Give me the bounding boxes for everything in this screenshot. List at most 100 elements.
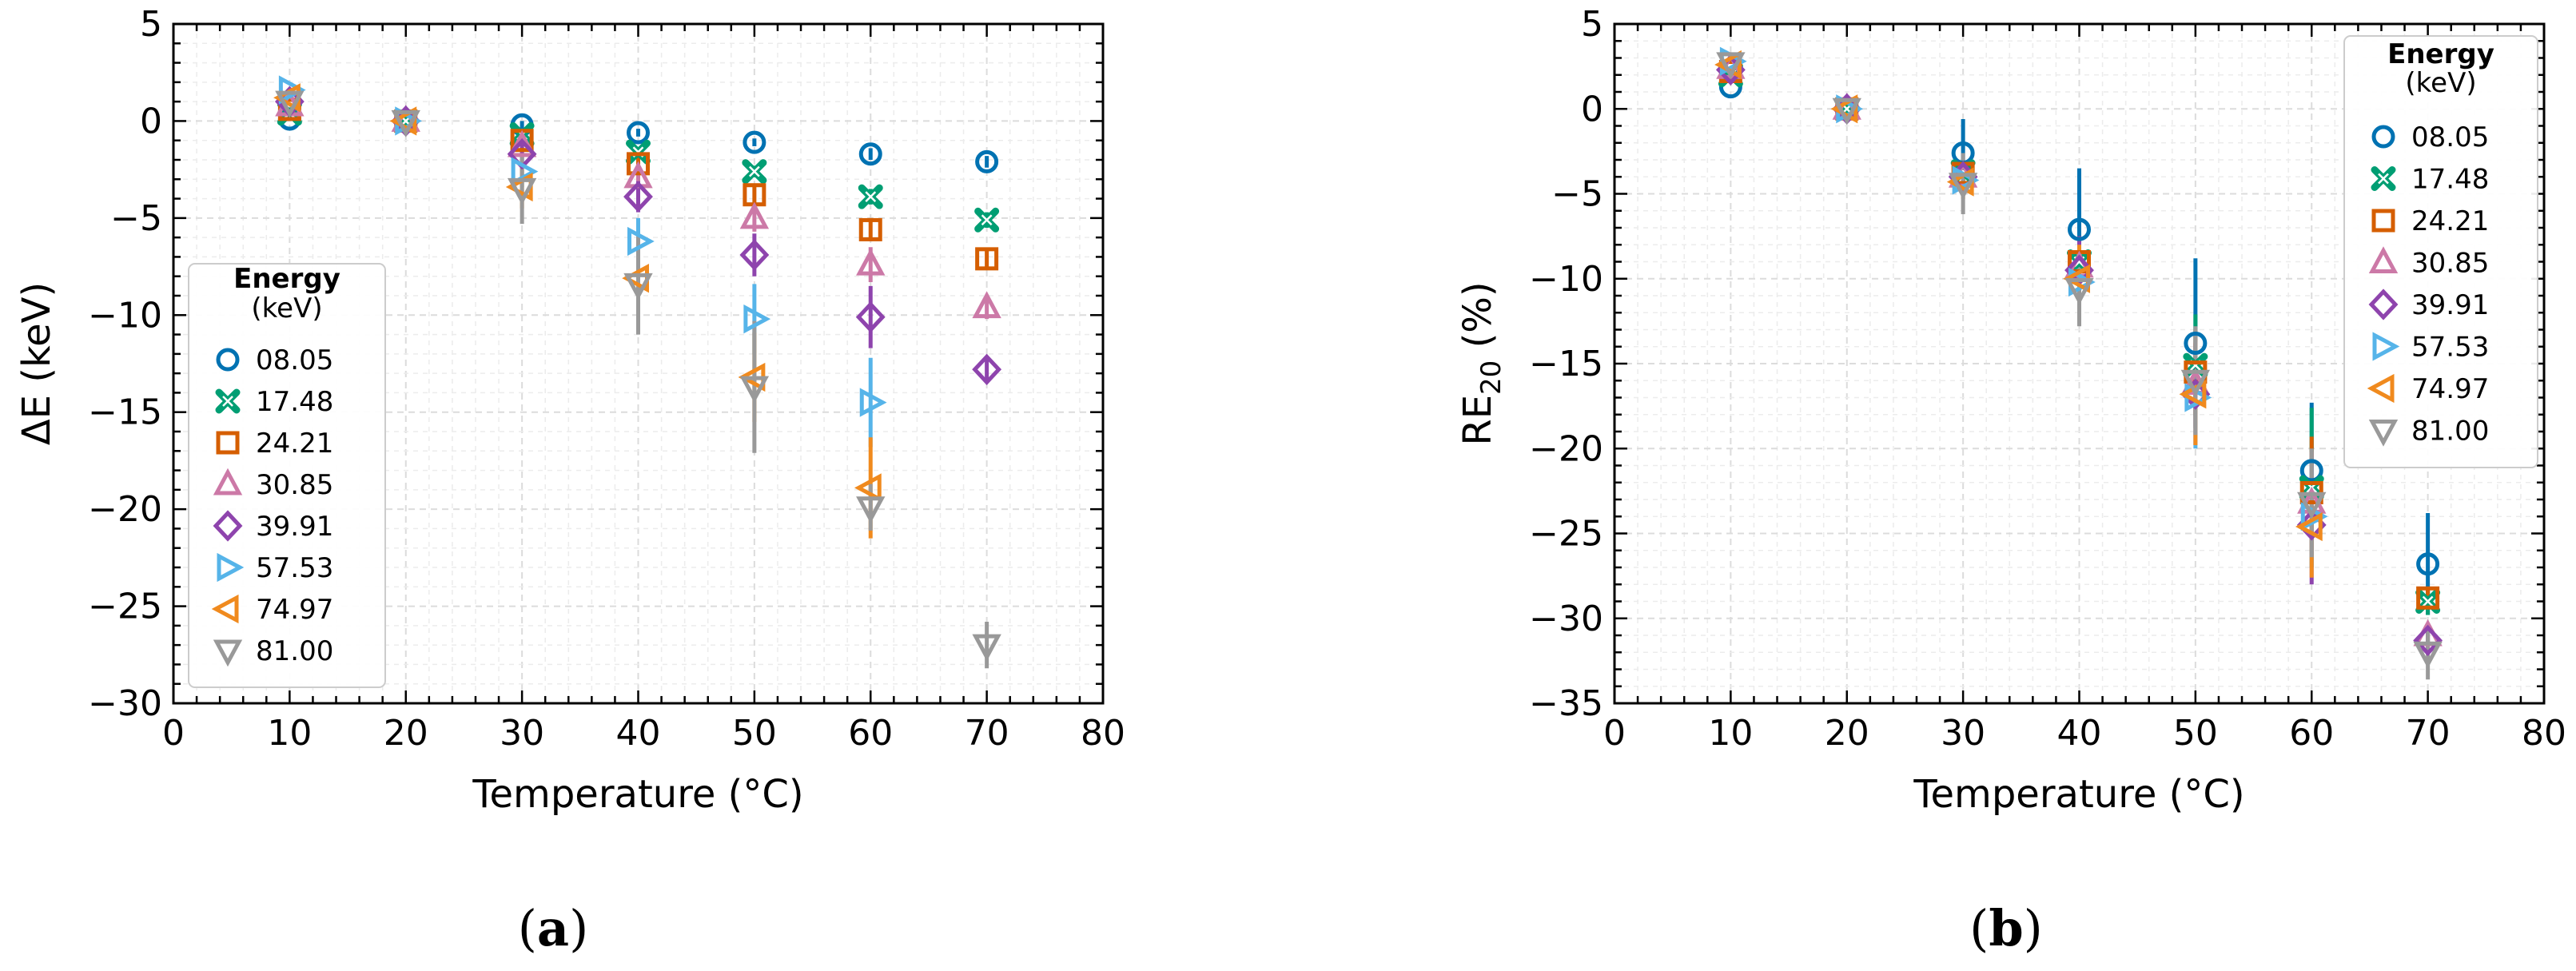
legend-marker-square — [2371, 209, 2395, 233]
data-point-x-thick — [742, 159, 767, 185]
data-point-triangle-right — [627, 226, 655, 257]
legend-item: 17.48 — [215, 386, 333, 418]
x-tick-label: 20 — [384, 713, 428, 754]
data-point-triangle-down — [739, 376, 770, 404]
data-point-x-thick — [858, 184, 883, 209]
legend-label: 57.53 — [2411, 332, 2489, 364]
x-axis-title: Temperature (°C) — [1913, 772, 2244, 817]
data-point-triangle-down — [2413, 641, 2443, 669]
x-tick-label: 0 — [1603, 713, 1626, 754]
data-point-triangle-up — [856, 248, 886, 276]
series-57.53 — [1961, 166, 2314, 567]
series-markers-24.21 — [1718, 60, 2440, 610]
legend-label: 24.21 — [2411, 205, 2489, 237]
legend-marker-triangle-left — [2367, 373, 2395, 404]
data-point-diamond — [855, 301, 886, 333]
x-tick-label: 60 — [848, 713, 893, 754]
legend-label: 08.05 — [256, 344, 333, 376]
ticks — [1613, 22, 2546, 705]
data-point-triangle-down — [972, 634, 1001, 662]
series-markers-81.00 — [1716, 52, 2443, 669]
data-point-triangle-right — [743, 304, 771, 334]
series-74.97 — [1961, 165, 2314, 578]
plot-area — [273, 75, 1002, 669]
legend-item: 57.53 — [217, 552, 333, 584]
legend-label: 30.85 — [2411, 248, 2489, 280]
legend-item: 39.91 — [2368, 289, 2489, 321]
y-axis-title-unit: (%) — [1455, 281, 1500, 360]
x-tick-label: 0 — [162, 713, 185, 754]
legend-label: 39.91 — [256, 511, 333, 543]
y-axis-title: ΔE (keV) — [14, 282, 59, 445]
data-point-circle — [858, 142, 882, 166]
x-tick-label: 10 — [267, 713, 312, 754]
y-tick-label: 5 — [1581, 4, 1603, 45]
y-tick-label: −5 — [1551, 174, 1603, 215]
y-tick-label: −30 — [88, 683, 162, 724]
y-axis-title-main: RE — [1455, 395, 1500, 446]
data-point-circle — [2299, 459, 2323, 483]
data-point-triangle-down — [1948, 173, 1978, 201]
y-tick-label: −10 — [1529, 259, 1603, 300]
x-tick-label: 30 — [500, 713, 544, 754]
y-tick-label: −30 — [1529, 599, 1603, 639]
data-point-triangle-right — [859, 388, 887, 417]
ticks — [172, 22, 1105, 705]
series-08.05 — [520, 121, 989, 168]
legend: Energy(keV) 08.05 17.48 24.21 30.85 39.91 57.5… — [188, 263, 386, 688]
data-point-triangle-down — [623, 273, 653, 300]
x-tick-label: 20 — [1825, 713, 1869, 754]
legend-marker-x-thick — [2371, 166, 2396, 191]
y-tick-label: 0 — [140, 101, 162, 141]
legend-label: 74.97 — [256, 594, 333, 626]
legend-item: 74.97 — [211, 594, 333, 626]
series-57.53 — [520, 156, 873, 448]
y-axis-title: RE20 (%) — [1455, 281, 1507, 445]
plot-area — [1714, 46, 2443, 680]
data-point-triangle-down — [2297, 491, 2327, 519]
data-point-triangle-down — [391, 109, 420, 137]
legend-title: Energy — [233, 263, 340, 295]
y-tick-label: −20 — [1529, 428, 1603, 469]
y-tick-label: 5 — [140, 4, 162, 45]
data-point-circle — [2184, 332, 2208, 355]
data-point-diamond — [623, 181, 653, 213]
legend-title: Energy — [2387, 38, 2494, 70]
x-tick-label: 70 — [2406, 713, 2451, 754]
y-axis-title-sub: 20 — [1475, 360, 1507, 395]
data-point-circle — [627, 121, 650, 145]
data-point-triangle-up — [972, 291, 1001, 319]
x-tick-label: 50 — [2173, 713, 2218, 754]
legend-marker-circle — [2371, 125, 2395, 149]
legend-marker-x-thick — [215, 388, 241, 414]
x-tick-label: 10 — [1708, 713, 1753, 754]
data-point-triangle-left — [854, 473, 882, 503]
data-point-circle — [975, 149, 999, 173]
data-point-triangle-left — [2295, 511, 2323, 542]
legend-label: 57.53 — [256, 552, 333, 584]
x-axis-title: Temperature (°C) — [472, 772, 803, 817]
legend-label: 39.91 — [2411, 289, 2489, 321]
y-tick-label: −25 — [88, 587, 162, 627]
legend-item: 08.05 — [2371, 121, 2489, 153]
data-point-square — [858, 217, 882, 241]
data-point-triangle-down — [2064, 278, 2094, 305]
legend-item: 74.97 — [2367, 373, 2489, 405]
y-tick-label: −20 — [88, 489, 162, 530]
x-tick-label: 80 — [2522, 713, 2566, 754]
legend-marker-triangle-up — [2368, 246, 2399, 273]
panel-a-label: (a) — [518, 899, 589, 957]
data-point-triangle-right — [278, 75, 306, 105]
legend-marker-triangle-right — [2372, 332, 2400, 361]
legend-marker-diamond — [213, 510, 243, 542]
data-point-square — [975, 247, 999, 271]
data-point-diamond — [2413, 624, 2443, 657]
legend-item: 39.91 — [213, 510, 333, 543]
legend-box — [2343, 35, 2538, 468]
y-tick-label: −10 — [88, 295, 162, 336]
legend-label: 08.05 — [2411, 121, 2489, 153]
legend-item: 24.21 — [216, 428, 333, 460]
data-point-triangle-down — [1716, 52, 1746, 80]
legend-item: 81.00 — [2368, 416, 2489, 448]
y-tick-label: −15 — [1529, 344, 1603, 384]
